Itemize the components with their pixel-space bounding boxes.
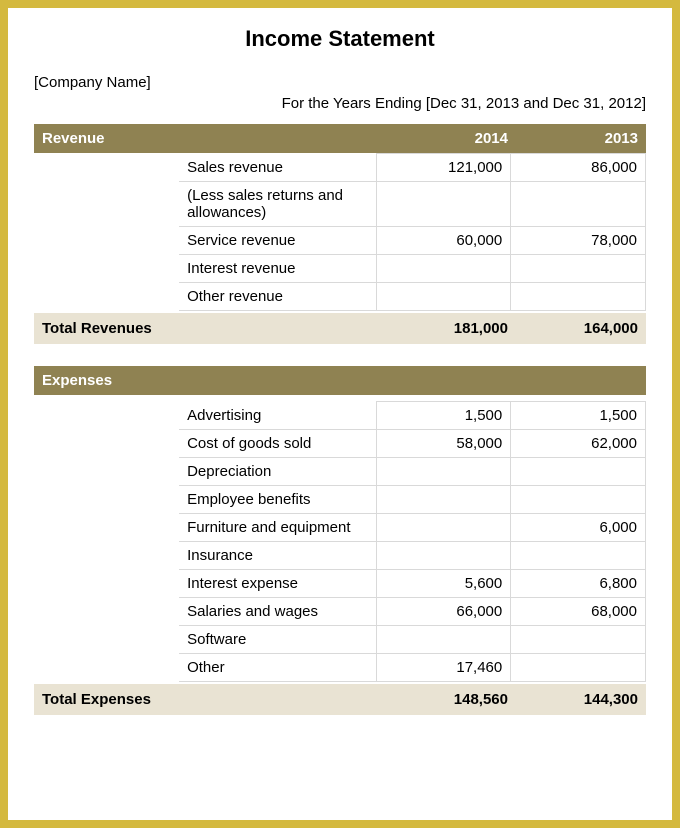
total-revenues-row: Total Revenues 181,000 164,000 xyxy=(34,313,646,344)
expenses-row-label: Other xyxy=(179,654,376,682)
total-expenses-v1: 148,560 xyxy=(378,691,508,708)
table-row: Insurance xyxy=(34,542,646,570)
expenses-row-val-1: 5,600 xyxy=(376,570,511,598)
expenses-row-val-1: 58,000 xyxy=(376,430,511,458)
expenses-row-val-2 xyxy=(511,542,646,570)
expenses-row-label: Salaries and wages xyxy=(179,598,376,626)
revenue-row-label: Sales revenue xyxy=(179,154,376,182)
table-row: Service revenue60,00078,000 xyxy=(34,227,646,255)
revenue-row-label: Service revenue xyxy=(179,227,376,255)
revenue-row-val-2 xyxy=(511,283,646,311)
expenses-row-label: Advertising xyxy=(179,402,376,430)
table-row: Salaries and wages66,00068,000 xyxy=(34,598,646,626)
total-revenues-label: Total Revenues xyxy=(42,320,378,337)
table-row: Other17,460 xyxy=(34,654,646,682)
revenue-row-val-1 xyxy=(376,283,511,311)
expenses-row-val-2: 1,500 xyxy=(511,402,646,430)
expenses-row-val-2: 6,800 xyxy=(511,570,646,598)
revenue-row-val-2 xyxy=(511,182,646,227)
revenue-row-val-1: 60,000 xyxy=(376,227,511,255)
page-title: Income Statement xyxy=(34,26,646,52)
expenses-header: Expenses xyxy=(34,366,646,395)
table-row: Furniture and equipment 6,000 xyxy=(34,514,646,542)
revenue-row-label: Other revenue xyxy=(179,283,376,311)
expenses-row-val-1 xyxy=(376,514,511,542)
expenses-row-label: Insurance xyxy=(179,542,376,570)
revenue-row-val-1: 121,000 xyxy=(376,154,511,182)
table-row: Interest revenue xyxy=(34,255,646,283)
revenue-row-val-1 xyxy=(376,182,511,227)
revenue-row-val-2: 86,000 xyxy=(511,154,646,182)
expenses-row-val-1: 66,000 xyxy=(376,598,511,626)
total-revenues-v2: 164,000 xyxy=(508,320,638,337)
table-row: Employee benefits xyxy=(34,486,646,514)
table-row: Advertising1,5001,500 xyxy=(34,402,646,430)
table-row: Interest expense5,6006,800 xyxy=(34,570,646,598)
table-row: (Less sales returns and allowances) xyxy=(34,182,646,227)
revenue-table: Sales revenue121,00086,000(Less sales re… xyxy=(34,153,646,311)
expenses-row-val-1 xyxy=(376,542,511,570)
expenses-row-label: Interest expense xyxy=(179,570,376,598)
expenses-row-label: Software xyxy=(179,626,376,654)
revenue-row-val-2: 78,000 xyxy=(511,227,646,255)
expenses-row-val-2 xyxy=(511,458,646,486)
revenue-header-label: Revenue xyxy=(42,130,378,147)
revenue-year-2: 2013 xyxy=(508,130,638,147)
expenses-row-val-2: 68,000 xyxy=(511,598,646,626)
expenses-row-label: Depreciation xyxy=(179,458,376,486)
table-row: Software xyxy=(34,626,646,654)
revenue-row-label: Interest revenue xyxy=(179,255,376,283)
expenses-row-label: Employee benefits xyxy=(179,486,376,514)
revenue-year-1: 2014 xyxy=(378,130,508,147)
expenses-row-val-1 xyxy=(376,458,511,486)
table-row: Sales revenue121,00086,000 xyxy=(34,154,646,182)
expenses-row-val-2: 62,000 xyxy=(511,430,646,458)
expenses-row-val-2 xyxy=(511,654,646,682)
expenses-header-label: Expenses xyxy=(42,372,378,389)
revenue-row-val-1 xyxy=(376,255,511,283)
revenue-header: Revenue 2014 2013 xyxy=(34,124,646,153)
total-expenses-label: Total Expenses xyxy=(42,691,378,708)
table-row: Depreciation xyxy=(34,458,646,486)
expenses-table: Advertising1,5001,500Cost of goods sold5… xyxy=(34,401,646,682)
document-container: Income Statement [Company Name] For the … xyxy=(0,0,680,828)
expenses-row-val-2 xyxy=(511,486,646,514)
table-row: Cost of goods sold58,00062,000 xyxy=(34,430,646,458)
total-expenses-row: Total Expenses 148,560 144,300 xyxy=(34,684,646,715)
expenses-row-val-1: 1,500 xyxy=(376,402,511,430)
company-name: [Company Name] xyxy=(34,74,646,91)
total-expenses-v2: 144,300 xyxy=(508,691,638,708)
expenses-row-val-2: 6,000 xyxy=(511,514,646,542)
expenses-row-val-2 xyxy=(511,626,646,654)
expenses-row-val-1 xyxy=(376,626,511,654)
period-line: For the Years Ending [Dec 31, 2013 and D… xyxy=(34,95,646,112)
total-revenues-v1: 181,000 xyxy=(378,320,508,337)
expenses-row-label: Cost of goods sold xyxy=(179,430,376,458)
expenses-row-val-1 xyxy=(376,486,511,514)
table-row: Other revenue xyxy=(34,283,646,311)
expenses-row-label: Furniture and equipment xyxy=(179,514,376,542)
revenue-row-val-2 xyxy=(511,255,646,283)
revenue-row-label: (Less sales returns and allowances) xyxy=(179,182,376,227)
expenses-row-val-1: 17,460 xyxy=(376,654,511,682)
